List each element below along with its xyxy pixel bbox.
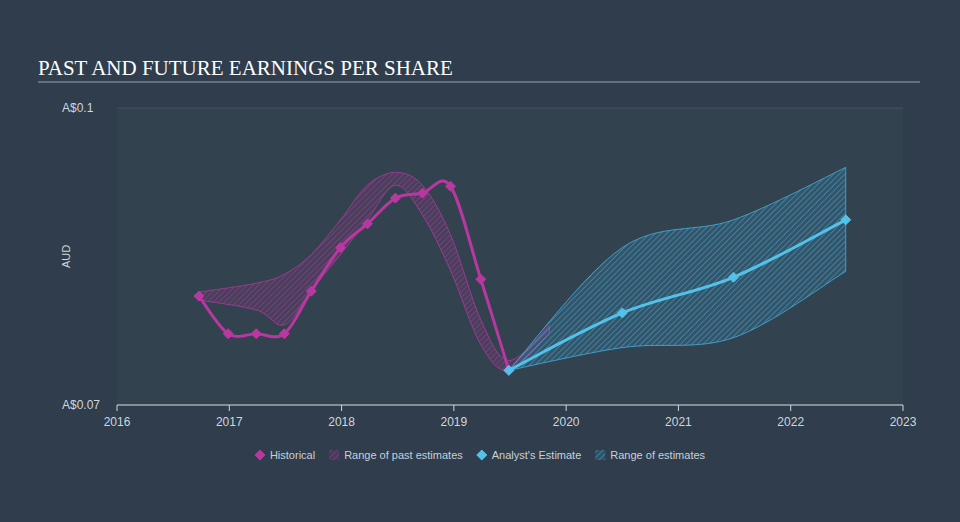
x-tick [566,405,567,411]
grid-line [117,108,903,109]
legend-swatch [255,450,265,460]
estimate-range [199,172,549,370]
y-axis-label: AUD [60,245,72,268]
legend-item: Range of estimates [595,449,705,461]
x-tick-label: 2018 [328,415,355,429]
legend: Historical Range of past estimates Analyst… [255,449,706,461]
legend-swatch [477,450,487,460]
point [476,274,486,284]
x-tick-label: 2023 [890,415,917,429]
x-tick-label: 2021 [665,415,692,429]
legend-swatch [329,450,339,460]
legend-swatch [595,450,605,460]
point [223,329,233,339]
x-tick [453,405,454,411]
x-tick-label: 2017 [216,415,243,429]
point [251,329,261,339]
legend-label: Analyst's Estimate [492,449,582,461]
point [306,286,316,296]
point [445,181,455,191]
legend-item: Analyst's Estimate [477,449,582,461]
point [335,243,345,253]
legend-label: Range of past estimates [344,449,463,461]
x-tick [678,405,679,411]
legend-item: Range of past estimates [329,449,463,461]
y-tick-label: A$0.07 [62,398,100,412]
point [617,308,627,318]
point [279,329,289,339]
point [728,272,738,282]
series-line [199,181,509,370]
chart: PAST AND FUTURE EARNINGS PER SHARE A$0.07… [0,0,960,522]
y-tick-label: A$0.1 [62,101,94,115]
grid-line [117,405,903,406]
estimate-range [509,167,846,370]
background [0,0,960,522]
x-tick-label: 2022 [777,415,804,429]
marks [194,167,851,375]
legend-item: Historical [255,449,315,461]
point [417,188,427,198]
legend-label: Range of estimates [610,449,705,461]
point [194,291,204,301]
x-tick-label: 2016 [104,415,131,429]
point [841,215,851,225]
point [362,219,372,229]
x-tick [229,405,230,411]
title-rule [38,82,920,83]
x-tick [903,405,904,411]
legend-label: Historical [270,449,315,461]
x-tick-label: 2019 [441,415,468,429]
x-tick-label: 2020 [553,415,580,429]
x-tick [117,405,118,411]
point [504,365,514,375]
x-tick [341,405,342,411]
x-tick [790,405,791,411]
series-line [509,220,846,370]
point [390,193,400,203]
plot-area [117,108,903,405]
x-axis [117,405,903,406]
title: PAST AND FUTURE EARNINGS PER SHARE [38,56,453,80]
